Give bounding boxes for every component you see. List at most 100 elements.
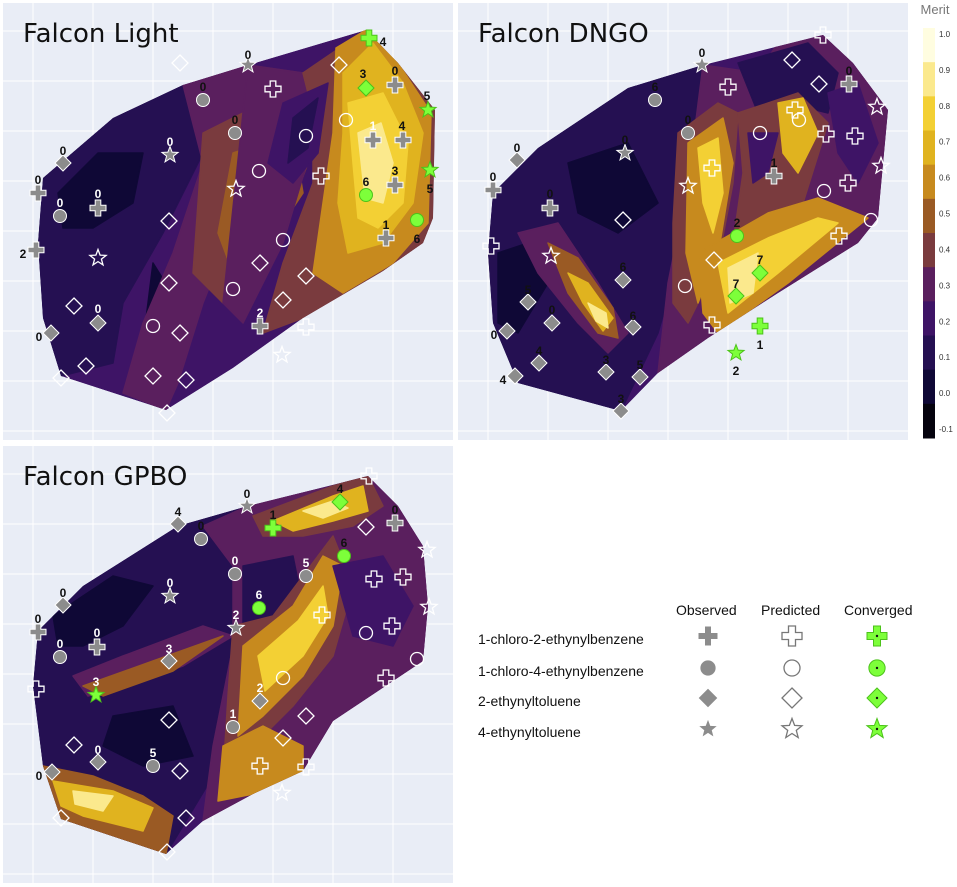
panel-title: Falcon DNGO (478, 19, 649, 49)
predicted-plus-marker (251, 757, 269, 775)
converged-circle-marker (730, 229, 744, 243)
point-label: 4 (175, 505, 182, 519)
colorbar-tick-label: 1.0 (939, 30, 951, 39)
contour-region (777, 97, 819, 174)
converged-circle-marker (410, 213, 424, 227)
observed-diamond-marker (498, 322, 516, 340)
colorbar-band (923, 403, 935, 439)
observed-plus-marker (29, 184, 47, 202)
contour-region (587, 302, 609, 329)
observed-diamond-marker (597, 363, 615, 381)
predicted-plus-marker (781, 625, 803, 647)
point-label: 3 (166, 642, 173, 656)
predicted-plus-marker (703, 316, 721, 334)
converged-diamond-marker (357, 79, 375, 97)
predicted-diamond-marker (330, 56, 348, 74)
observed-diamond-marker (519, 293, 537, 311)
predicted-star-marker (678, 175, 698, 195)
predicted-star-marker (272, 782, 292, 802)
point-label: 7 (733, 277, 740, 291)
observed-star-marker (237, 496, 257, 515)
contour-region (257, 585, 329, 692)
predicted-circle-marker (298, 128, 314, 144)
colorbar-tick-label: 0.3 (939, 281, 951, 290)
predicted-diamond-marker (52, 809, 70, 827)
observed-star-marker (160, 586, 180, 605)
observed-plus-marker (377, 229, 395, 247)
point-label: 4 (500, 373, 507, 387)
predicted-diamond-marker (160, 212, 178, 230)
predicted-diamond-marker (357, 518, 375, 536)
predicted-circle-marker (275, 232, 291, 248)
contour-region (567, 142, 659, 234)
predicted-diamond-marker (65, 297, 83, 315)
point-label: 0 (94, 626, 101, 640)
predicted-plus-marker (297, 318, 315, 336)
point-label: 3 (93, 675, 100, 689)
predicted-circle-marker (791, 112, 807, 128)
observed-circle-marker (228, 126, 242, 140)
predicted-circle-marker (338, 112, 354, 128)
converged-plus-marker (264, 519, 282, 537)
observed-diamond-marker (530, 354, 548, 372)
point-label: 5 (525, 283, 532, 297)
point-label: 6 (256, 588, 263, 602)
colorbar-tick-label: 0.9 (939, 66, 951, 75)
point-label: 5 (150, 746, 157, 760)
converged-star-marker (418, 100, 438, 119)
observed-diamond-marker (614, 271, 632, 289)
predicted-diamond-marker (77, 357, 95, 375)
point-label: 0 (846, 64, 853, 78)
converged-diamond-marker (331, 493, 349, 511)
point-label: 4 (536, 344, 543, 358)
point-label: 0 (35, 612, 42, 626)
point-label: 5 (303, 556, 310, 570)
point-label: 4 (399, 119, 406, 133)
observed-circle-marker (53, 209, 67, 223)
point-label: 0 (198, 519, 205, 533)
observed-diamond-marker (89, 314, 107, 332)
observed-diamond-marker (506, 367, 524, 385)
converged-plus-marker (360, 29, 378, 47)
merit-colorbar: Merit 1.0 0.9 0.8 0.7 0.6 0.5 0.4 0.3 0.2 0.1 0.0 -0… (913, 0, 957, 440)
point-label: 0 (95, 302, 102, 316)
predicted-diamond-marker (158, 843, 176, 861)
point-label: 2 (233, 608, 240, 622)
point-label: 1 (771, 156, 778, 170)
converged-dot (875, 727, 879, 731)
point-label: 0 (244, 487, 251, 501)
point-label: 0 (95, 743, 102, 757)
point-label: 6 (630, 309, 637, 323)
point-label: 6 (620, 260, 627, 274)
point-label: 0 (200, 80, 207, 94)
panel-title: Falcon Light (23, 19, 179, 49)
predicted-plus-marker (703, 159, 721, 177)
observed-diamond-marker (631, 368, 649, 386)
contour-region (57, 152, 144, 229)
legend-label: 2-ethynyltoluene (478, 693, 581, 709)
predicted-diamond-marker (158, 404, 176, 422)
observed-star-marker (615, 143, 635, 162)
point-label: 6 (414, 232, 421, 246)
point-label: 0 (167, 576, 174, 590)
predicted-diamond-marker (171, 324, 189, 342)
colorbar-tick-label: 0.0 (939, 389, 951, 398)
predicted-circle-marker (783, 659, 801, 677)
observed-diamond-marker (624, 318, 642, 336)
predicted-circle-marker (358, 625, 374, 641)
predicted-plus-marker (313, 606, 331, 624)
point-label: 2 (257, 306, 264, 320)
point-label: 0 (392, 503, 399, 517)
observed-plus-marker (386, 76, 404, 94)
predicted-diamond-marker (274, 291, 292, 309)
point-label: 1 (370, 119, 377, 133)
point-label: 5 (427, 182, 434, 196)
point-label: 1 (383, 218, 390, 232)
converged-star-marker (86, 685, 106, 704)
colorbar-band (923, 267, 935, 302)
converged-star-marker (726, 343, 746, 362)
contour-region (72, 790, 114, 812)
point-label: 0 (232, 113, 239, 127)
predicted-diamond-marker (614, 211, 632, 229)
